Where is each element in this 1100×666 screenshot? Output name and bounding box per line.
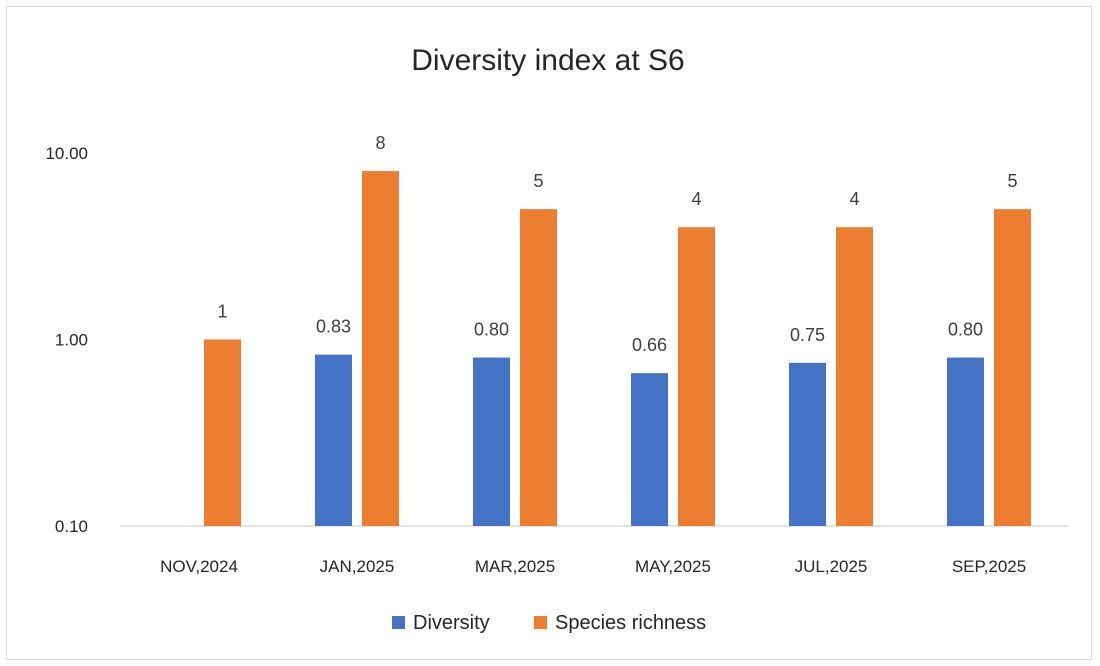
bar-diversity — [473, 357, 510, 526]
x-tick-label: MAY,2025 — [635, 557, 711, 576]
y-tick-label: 0.10 — [55, 517, 88, 536]
bar-diversity — [315, 354, 352, 526]
data-label: 5 — [1007, 171, 1017, 191]
data-label: 0.80 — [948, 320, 983, 340]
legend-swatch — [534, 616, 547, 629]
bar-diversity — [947, 357, 984, 526]
data-label: 0.66 — [632, 335, 667, 355]
x-tick-label: NOV,2024 — [160, 557, 238, 576]
data-label: 0.75 — [790, 325, 825, 345]
x-axis-ticks: NOV,2024 JAN,2025 MAR,2025 MAY,2025 JUL,2025… — [160, 557, 1026, 576]
y-tick-label: 10.00 — [45, 144, 88, 163]
legend-swatch — [392, 616, 405, 629]
x-tick-label: JAN,2025 — [320, 557, 395, 576]
x-tick-label: MAR,2025 — [475, 557, 555, 576]
bar-species-richness — [520, 209, 557, 526]
legend-label: Diversity — [413, 612, 490, 634]
bar-diversity — [631, 373, 668, 526]
bar-species-richness — [836, 227, 873, 526]
bar-species-richness — [678, 227, 715, 526]
data-label: 5 — [533, 171, 543, 191]
bar-species-richness — [362, 171, 399, 526]
data-label: 8 — [375, 133, 385, 153]
legend: Diversity Species richness — [392, 612, 706, 634]
data-label: 4 — [849, 189, 859, 209]
x-tick-label: SEP,2025 — [952, 557, 1026, 576]
bar-species-richness — [994, 209, 1031, 526]
x-tick-label: JUL,2025 — [795, 557, 868, 576]
data-label: 1 — [217, 302, 227, 322]
bar-diversity — [789, 362, 826, 526]
legend-label: Species richness — [555, 612, 706, 634]
bars-group: 1 0.83 8 0.80 5 0.66 4 0.75 4 0.80 5 — [204, 133, 1031, 526]
bar-species-richness — [204, 339, 241, 526]
data-label: 0.83 — [316, 317, 351, 337]
y-tick-label: 1.00 — [55, 331, 88, 350]
data-label: 0.80 — [474, 320, 509, 340]
data-label: 4 — [691, 189, 701, 209]
y-axis-ticks: 10.00 1.00 0.10 — [45, 144, 88, 536]
chart-title: Diversity index at S6 — [411, 44, 684, 77]
